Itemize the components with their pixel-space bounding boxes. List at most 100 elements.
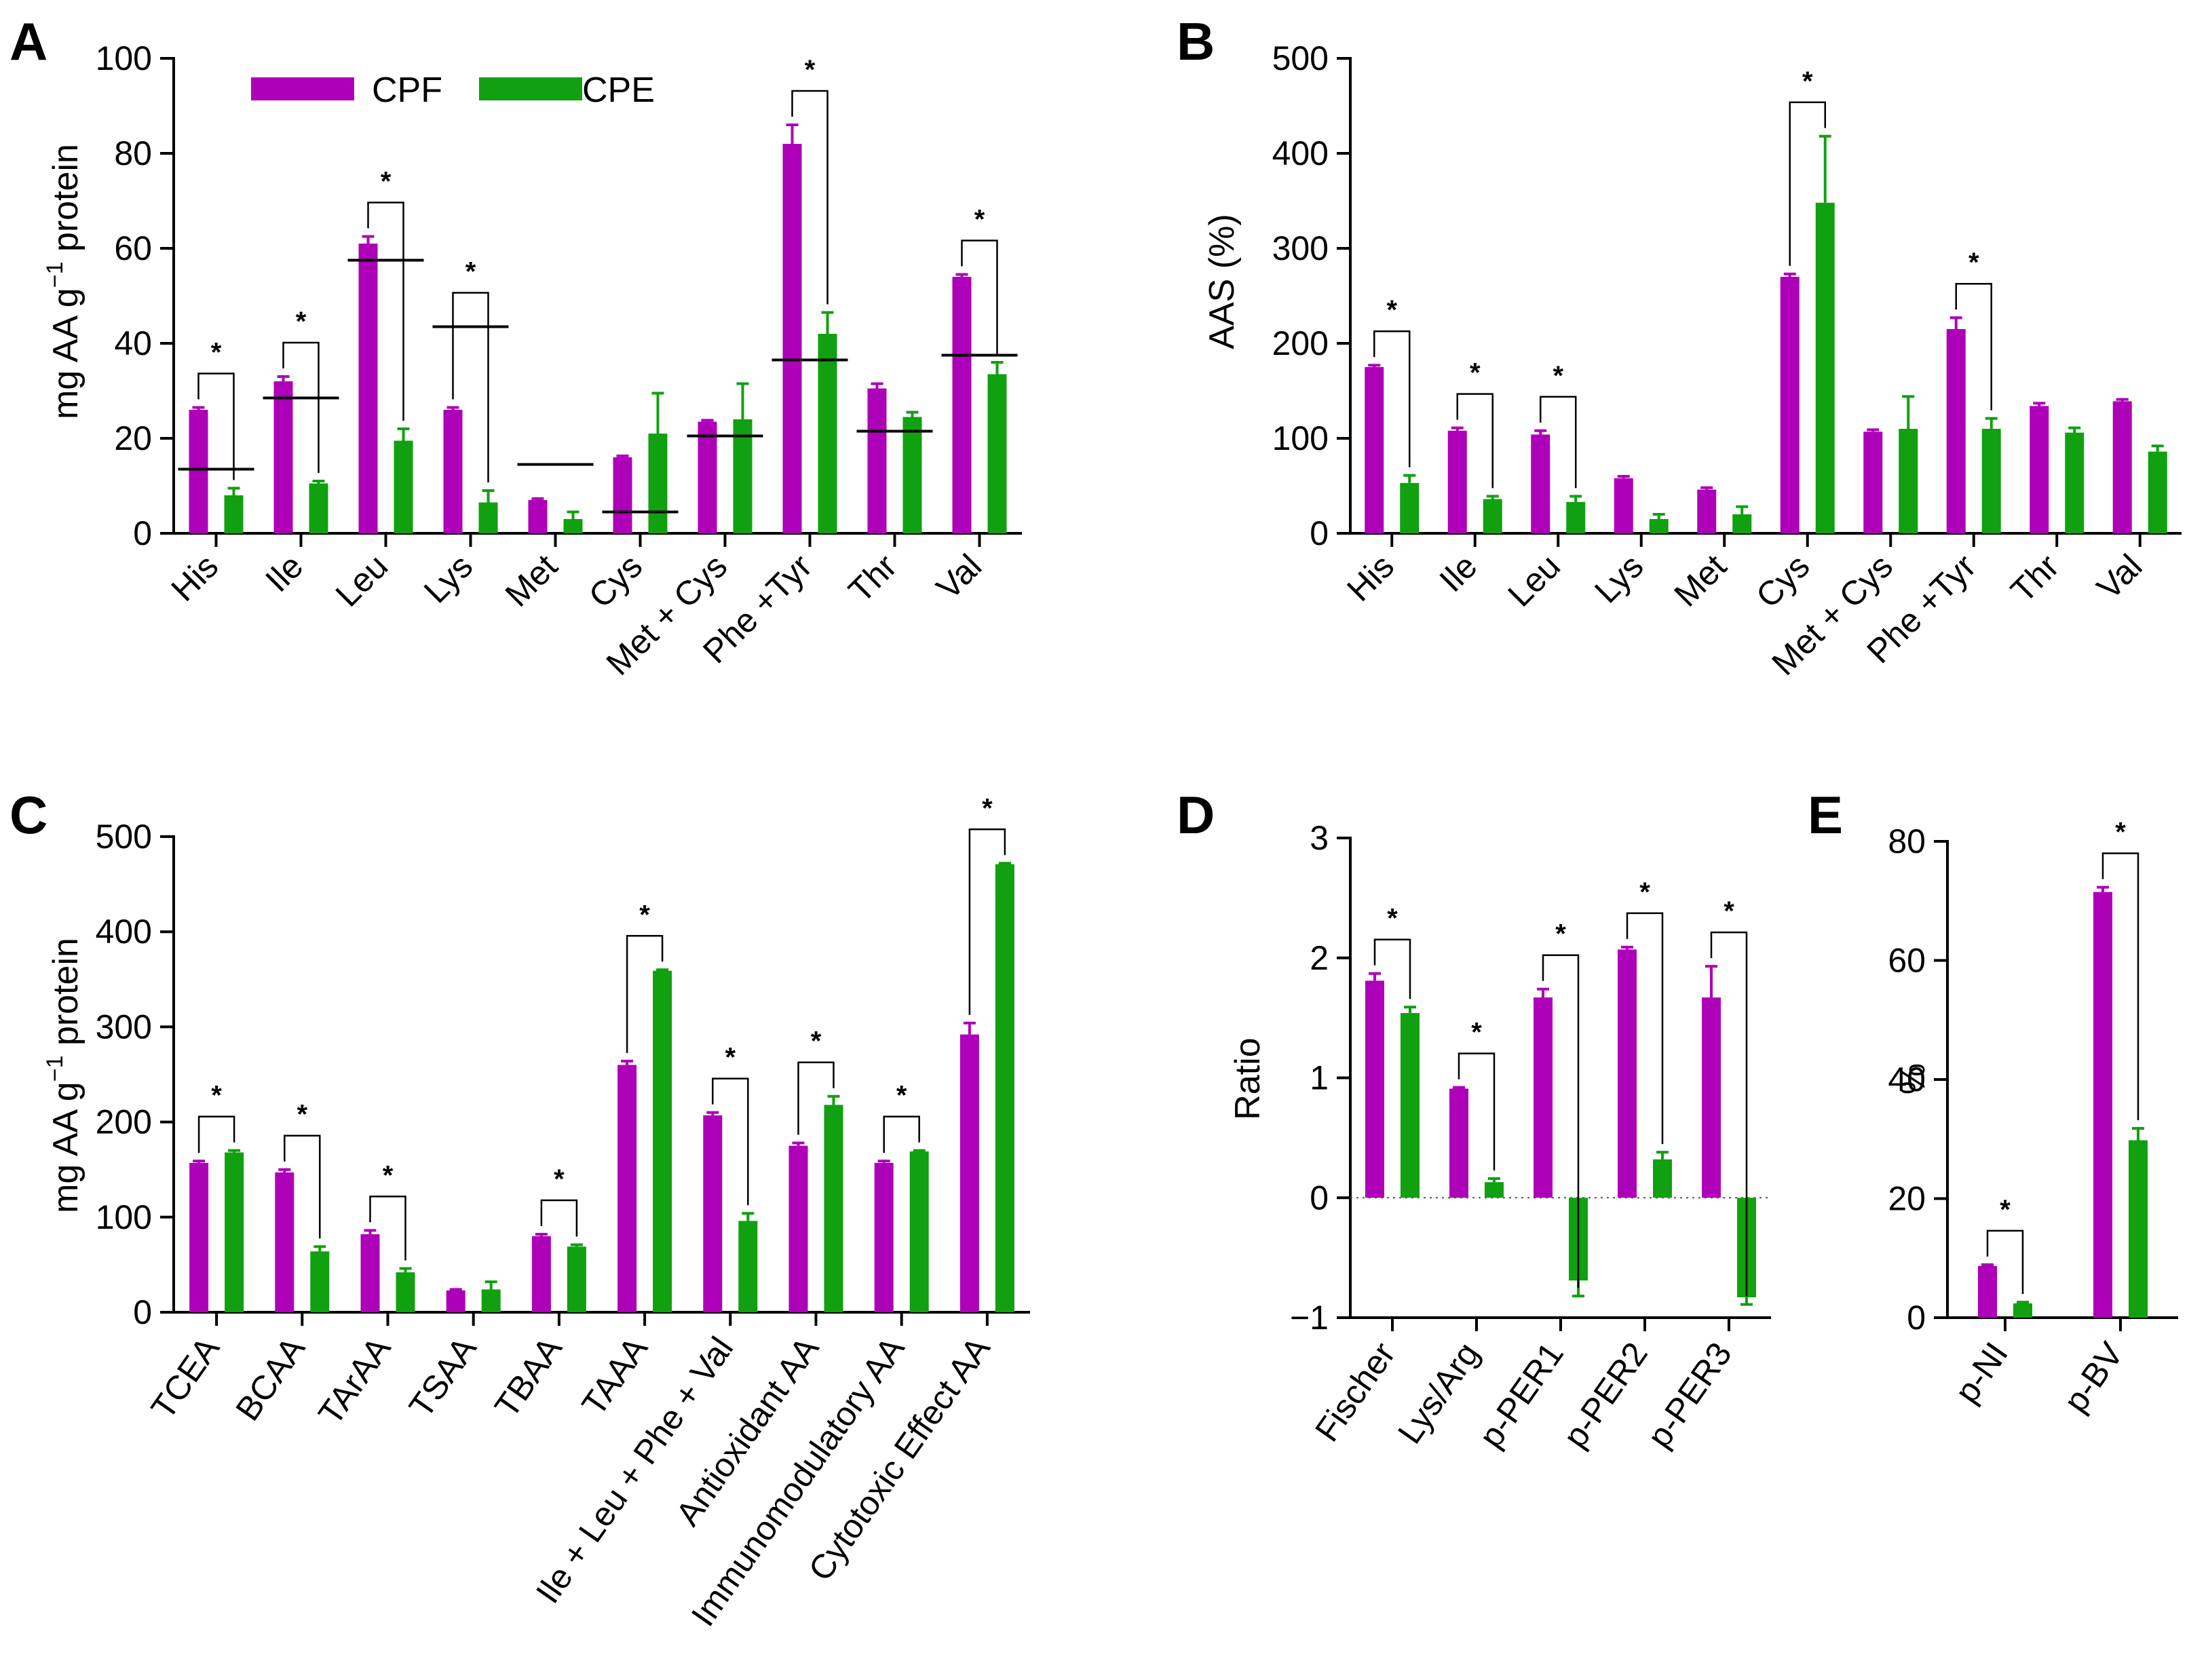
panel-d-y-tick-label: 0 bbox=[1310, 1179, 1329, 1217]
panel-a-bar-cpf bbox=[867, 388, 887, 533]
panel-b-y-tick-label: 100 bbox=[1272, 419, 1329, 457]
panel-a-bar-cpe bbox=[394, 440, 413, 533]
panel-e-y-tick-label: 20 bbox=[1888, 1180, 1926, 1218]
panel-a-bar-cpf bbox=[358, 244, 378, 533]
panel-c-y-title-tail: protein bbox=[46, 938, 85, 1055]
panel-label-c: C bbox=[9, 785, 47, 845]
panel-b-bar-cpf bbox=[2112, 401, 2132, 533]
panel-a-y-title-sup: −1 bbox=[42, 262, 68, 288]
panel-a-bar-cpe bbox=[733, 419, 753, 533]
legend-swatch-cpe bbox=[479, 77, 582, 100]
panel-d-significance-bracket bbox=[1458, 1052, 1496, 1170]
panel-d-significance-star: * bbox=[1724, 896, 1734, 926]
panel-c-significance-star: * bbox=[982, 793, 993, 823]
panel-b-significance-star: * bbox=[1553, 361, 1563, 391]
panel-b-chart: AAS (%) 0 100 200 300 400 500 * His * Ile * Leu Lys M… bbox=[1202, 39, 2182, 683]
panel-e-significance-star: * bbox=[2000, 1195, 2011, 1225]
panel-c-bar-cpe bbox=[225, 1152, 244, 1312]
panel-b-bar-cpf bbox=[2030, 406, 2049, 533]
panel-c-significance-star: * bbox=[554, 1164, 565, 1194]
panel-c-y-tick-label: 200 bbox=[96, 1103, 152, 1141]
panel-c-bar-cpf bbox=[275, 1172, 294, 1312]
panel-b-bar-cpe bbox=[1566, 501, 1586, 533]
panel-b-bar-cpe bbox=[2148, 451, 2167, 533]
panel-d-bar-cpf bbox=[1449, 1088, 1468, 1198]
panel-c-chart: mg AA g−1 protein 0 100 200 300 400 500 * TCEA *… bbox=[42, 793, 1030, 1633]
panel-a-y-tick-label: 80 bbox=[114, 134, 152, 172]
panel-c-significance-star: * bbox=[725, 1043, 736, 1073]
panel-c-bar-cpe bbox=[653, 970, 672, 1312]
panel-a-bar-cpe bbox=[563, 519, 583, 533]
panel-c-bar-cpe bbox=[824, 1105, 843, 1312]
panel-c-bar-cpf bbox=[360, 1234, 380, 1312]
panel-d-chart: Ratio −10123*Fischer*Lys/Arg*p-PER1*p-PE… bbox=[1228, 819, 1771, 1455]
panel-a-bar-cpe bbox=[648, 434, 668, 533]
panel-d-bar-cpf bbox=[1618, 949, 1637, 1198]
panel-e-category-label: p-BV bbox=[2056, 1335, 2131, 1419]
panel-b-category-label: Leu bbox=[1500, 547, 1567, 614]
panel-a-bar-cpe bbox=[224, 495, 244, 533]
panel-c-bar-cpf bbox=[959, 1034, 979, 1312]
panel-c-y-tick-label: 300 bbox=[96, 1008, 152, 1046]
panel-a-category-label: His bbox=[164, 547, 226, 609]
panel-d-significance-star: * bbox=[1471, 1018, 1482, 1048]
panel-b-significance-bracket bbox=[1955, 282, 1992, 411]
panel-a-y-title-tail: protein bbox=[46, 144, 85, 261]
panel-c-bar-cpf bbox=[788, 1145, 808, 1312]
panel-e-bar-cpf bbox=[2093, 892, 2112, 1318]
panel-b-bar-cpf bbox=[1447, 430, 1467, 533]
panel-b-category-label: His bbox=[1339, 547, 1401, 609]
panel-b-category-label: Val bbox=[2089, 547, 2149, 607]
panel-c-bar-cpe bbox=[310, 1251, 330, 1312]
panel-c-significance-bracket bbox=[284, 1134, 321, 1239]
panel-d-bar-cpe bbox=[1485, 1182, 1504, 1198]
panel-b-significance-star: * bbox=[1968, 248, 1979, 278]
legend: CPF CPE bbox=[251, 71, 655, 110]
panel-b-bar-cpf bbox=[1780, 277, 1800, 533]
panel-a-bar-cpf bbox=[273, 381, 293, 533]
panel-c-bar-cpe bbox=[909, 1151, 929, 1312]
panel-c-bar-cpf bbox=[446, 1290, 465, 1312]
panel-a-significance-star: * bbox=[211, 338, 222, 368]
panel-a-category-label: Lys bbox=[417, 547, 480, 610]
panel-d-category-label: p-PER1 bbox=[1472, 1335, 1571, 1455]
panel-a-y-tick-label: 0 bbox=[133, 514, 152, 552]
panel-d-bar-cpf bbox=[1702, 997, 1721, 1198]
panel-e-bar-cpf bbox=[1978, 1265, 1997, 1318]
panel-d-significance-bracket bbox=[1710, 931, 1748, 1297]
panel-c-bar-cpf bbox=[531, 1236, 551, 1312]
panel-a-significance-star: * bbox=[465, 257, 476, 287]
panel-a-category-label: Leu bbox=[328, 547, 396, 614]
panel-d-category-label: p-PER3 bbox=[1640, 1335, 1739, 1455]
panel-a-y-axis-title: mg AA g−1 protein bbox=[42, 144, 85, 419]
panel-c-significance-star: * bbox=[896, 1081, 907, 1111]
panel-d-bar-cpf bbox=[1534, 997, 1553, 1198]
panel-a-category-label: Ile bbox=[258, 547, 310, 599]
panel-c-y-tick-label: 400 bbox=[96, 913, 152, 951]
panel-c-bar-cpf bbox=[874, 1162, 894, 1312]
panel-c-category-label: TAAA bbox=[574, 1330, 655, 1423]
panel-a-bar-cpf bbox=[613, 457, 632, 533]
panel-e-y-tick-label: 0 bbox=[1907, 1299, 1926, 1337]
panel-a-significance-bracket bbox=[961, 240, 998, 354]
panel-c-bar-cpf bbox=[617, 1065, 637, 1312]
legend-label-cpf: CPF bbox=[372, 71, 442, 110]
panel-c-y-tick-label: 500 bbox=[96, 818, 152, 856]
panel-c-category-label: TSAA bbox=[402, 1330, 484, 1425]
panel-a-y-tick-label: 40 bbox=[114, 324, 152, 362]
panel-d-significance-star: * bbox=[1387, 904, 1398, 934]
panel-a-significance-star: * bbox=[805, 55, 816, 85]
panel-d-bar-cpe bbox=[1401, 1013, 1420, 1198]
panel-d-significance-bracket bbox=[1542, 954, 1580, 1288]
panel-b-bar-cpf bbox=[1614, 478, 1633, 533]
panel-a-bar-cpe bbox=[478, 502, 498, 533]
panel-b-category-label: Lys bbox=[1587, 547, 1650, 610]
panel-b-significance-bracket bbox=[1373, 330, 1411, 467]
panel-a-significance-star: * bbox=[296, 307, 307, 337]
panel-c-category-label: TBAA bbox=[487, 1330, 569, 1425]
panel-b-bar-cpe bbox=[2065, 432, 2085, 533]
panel-e-y-axis-title: % bbox=[1893, 1063, 1933, 1094]
panel-e-bar-cpe bbox=[2129, 1140, 2148, 1318]
panel-b-y-tick-label: 200 bbox=[1272, 324, 1329, 362]
